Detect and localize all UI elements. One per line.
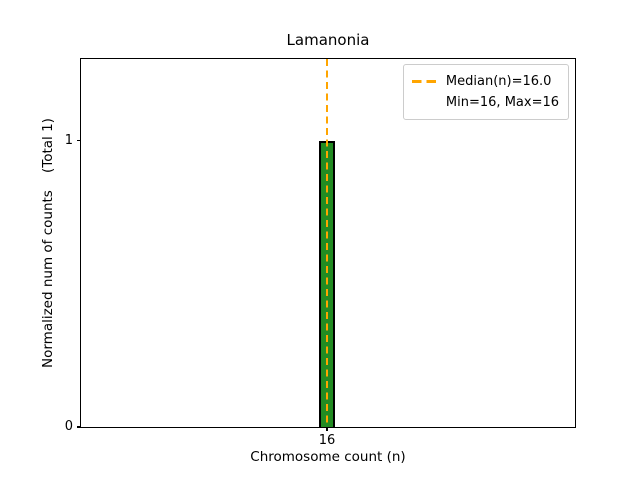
plot-area: Median(n)=16.0 Min=16, Max=16 0 1 16 <box>65 58 576 448</box>
legend-row-median: Median(n)=16.0 <box>411 71 559 92</box>
y-tick-mark <box>77 426 81 428</box>
y-tick-label: 1 <box>64 132 73 148</box>
y-axis-label: Normalized num of counts (Total 1) <box>40 118 56 368</box>
median-line <box>326 59 328 427</box>
y-tick-label: 0 <box>64 419 73 434</box>
legend-minmax-label: Min=16, Max=16 <box>445 95 559 110</box>
legend-median-label: Median(n)=16.0 <box>445 74 552 89</box>
x-tick-label: 16 <box>318 433 336 448</box>
x-tick-mark <box>326 427 328 431</box>
legend-row-minmax: Min=16, Max=16 <box>412 92 559 113</box>
x-axis-label: Chromosome count (n) <box>250 449 406 465</box>
median-dashed-line-icon <box>411 80 436 83</box>
chart-title: Lamanonia <box>286 31 370 49</box>
legend: Median(n)=16.0 Min=16, Max=16 <box>402 64 569 120</box>
y-tick-mark <box>77 139 81 142</box>
